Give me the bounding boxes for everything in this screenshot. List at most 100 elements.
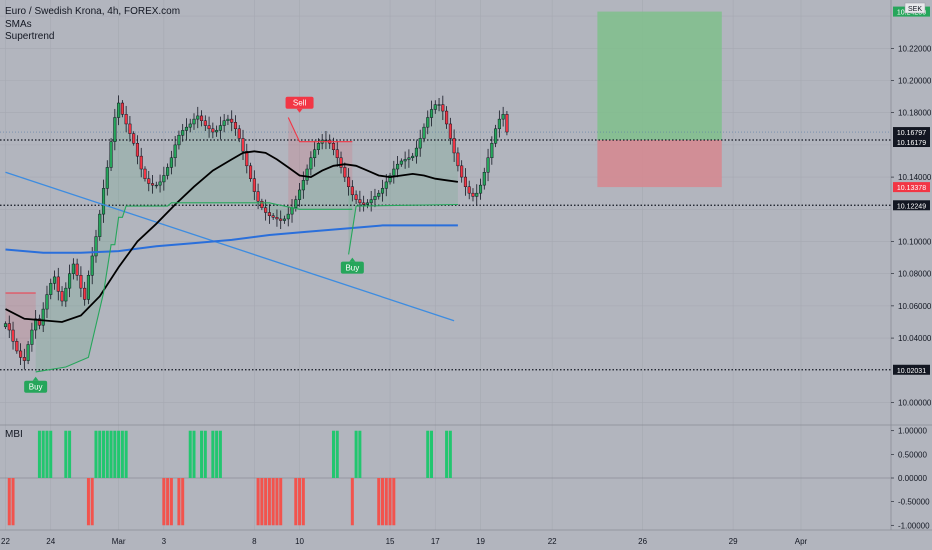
mbi-bar <box>294 478 298 526</box>
candle-body <box>49 283 53 295</box>
candle-body <box>426 117 430 128</box>
mbi-bar <box>331 430 335 478</box>
signal-pointer <box>32 376 39 381</box>
supertrend-band <box>348 104 458 255</box>
price-tick-label: 10.20000 <box>898 76 932 85</box>
price-badges: 10.2428010.1679710.1630410.1617910.13378… <box>893 6 930 375</box>
candle-body <box>113 117 117 142</box>
candle-body <box>475 192 479 197</box>
candle-body <box>260 200 264 208</box>
candle-body <box>135 143 139 157</box>
candle-body <box>279 218 283 221</box>
mbi-bar <box>11 478 15 526</box>
price-badge <box>893 182 930 193</box>
supertrend-line <box>287 117 353 143</box>
candle-body <box>313 149 317 159</box>
candle-body <box>3 323 8 328</box>
mbi-bars <box>7 430 452 526</box>
candle-body <box>90 255 94 276</box>
candle-body <box>362 202 366 205</box>
candle-body <box>380 188 385 194</box>
mbi-bar <box>215 430 219 478</box>
candle-body <box>478 184 483 194</box>
candle-body <box>158 181 162 186</box>
price-badge-label: 10.16797 <box>897 130 926 137</box>
mbi-bar <box>354 430 358 478</box>
mbi-bar <box>86 478 90 526</box>
candle-body <box>290 207 294 215</box>
mbi-bar <box>275 478 279 526</box>
price-badge <box>893 137 930 148</box>
time-tick-label: Apr <box>795 537 808 546</box>
time-tick-label: Mar <box>112 537 126 546</box>
candle-body <box>429 109 434 118</box>
supertrend-band <box>288 117 353 215</box>
candle-body <box>98 213 102 237</box>
signal-badge <box>285 96 314 109</box>
candle-body <box>211 128 215 133</box>
candle-body <box>301 180 305 191</box>
candle-body <box>199 115 204 121</box>
sma-black-line <box>5 150 459 323</box>
time-axis-ticks: 22 24 Mar 3 8 10 15 17 19 22 26 29 Apr <box>1 537 807 546</box>
mbi-bar <box>124 430 128 478</box>
candle-body <box>316 143 320 150</box>
candle-body <box>350 186 354 196</box>
candle-body <box>86 275 90 300</box>
candle-body <box>22 357 26 361</box>
candle-body <box>282 218 287 221</box>
candle-body <box>294 199 298 208</box>
candle-body <box>286 213 290 220</box>
candle-body <box>490 143 494 159</box>
candle-body <box>75 263 79 276</box>
price-tick-label: 10.06000 <box>898 302 932 311</box>
mbi-bar <box>188 430 192 478</box>
candle-body <box>411 155 415 159</box>
candle-body <box>275 217 279 220</box>
mbi-bar <box>192 430 196 478</box>
candle-body <box>68 273 72 289</box>
mbi-bar <box>358 430 362 478</box>
candle-body <box>147 178 151 184</box>
supertrend-legend: Supertrend <box>5 31 55 42</box>
signal-badge <box>340 261 364 274</box>
mbi-bar <box>430 430 434 478</box>
candle-body <box>463 176 467 187</box>
candle-body <box>422 126 426 139</box>
candle-body <box>407 157 411 160</box>
mbi-bar <box>267 478 271 526</box>
mbi-bar <box>105 430 109 478</box>
candle-body <box>392 168 396 176</box>
mbi-bar <box>298 478 302 526</box>
mbi-bar <box>41 430 45 478</box>
mbi-bar <box>384 478 388 526</box>
horizontal-levels <box>0 131 891 371</box>
trendline <box>5 171 455 322</box>
candle-body <box>117 102 121 118</box>
candlesticks <box>3 95 509 370</box>
candle-body <box>241 138 245 152</box>
candle-body <box>505 114 509 133</box>
target-zone <box>597 11 722 140</box>
price-tick-label: 10.04000 <box>898 334 932 343</box>
candle-body <box>309 157 313 170</box>
mbi-bar <box>271 478 275 526</box>
candle-body <box>467 186 471 194</box>
candle-body <box>192 118 196 125</box>
time-tick-label: 29 <box>729 537 738 546</box>
candle-body <box>139 155 143 170</box>
candle-body <box>369 199 373 204</box>
price-badge-label: 10.02031 <box>897 368 926 375</box>
candle-body <box>150 183 155 186</box>
mbi-bar <box>264 478 268 526</box>
candle-body <box>184 126 189 131</box>
candle-body <box>26 344 30 361</box>
price-tick-label: 10.08000 <box>898 270 932 279</box>
candle-body <box>207 125 211 130</box>
candle-body <box>482 172 486 186</box>
candle-body <box>230 118 234 123</box>
price-badge-label: 10.12249 <box>897 203 926 210</box>
mbi-bar <box>260 478 264 526</box>
